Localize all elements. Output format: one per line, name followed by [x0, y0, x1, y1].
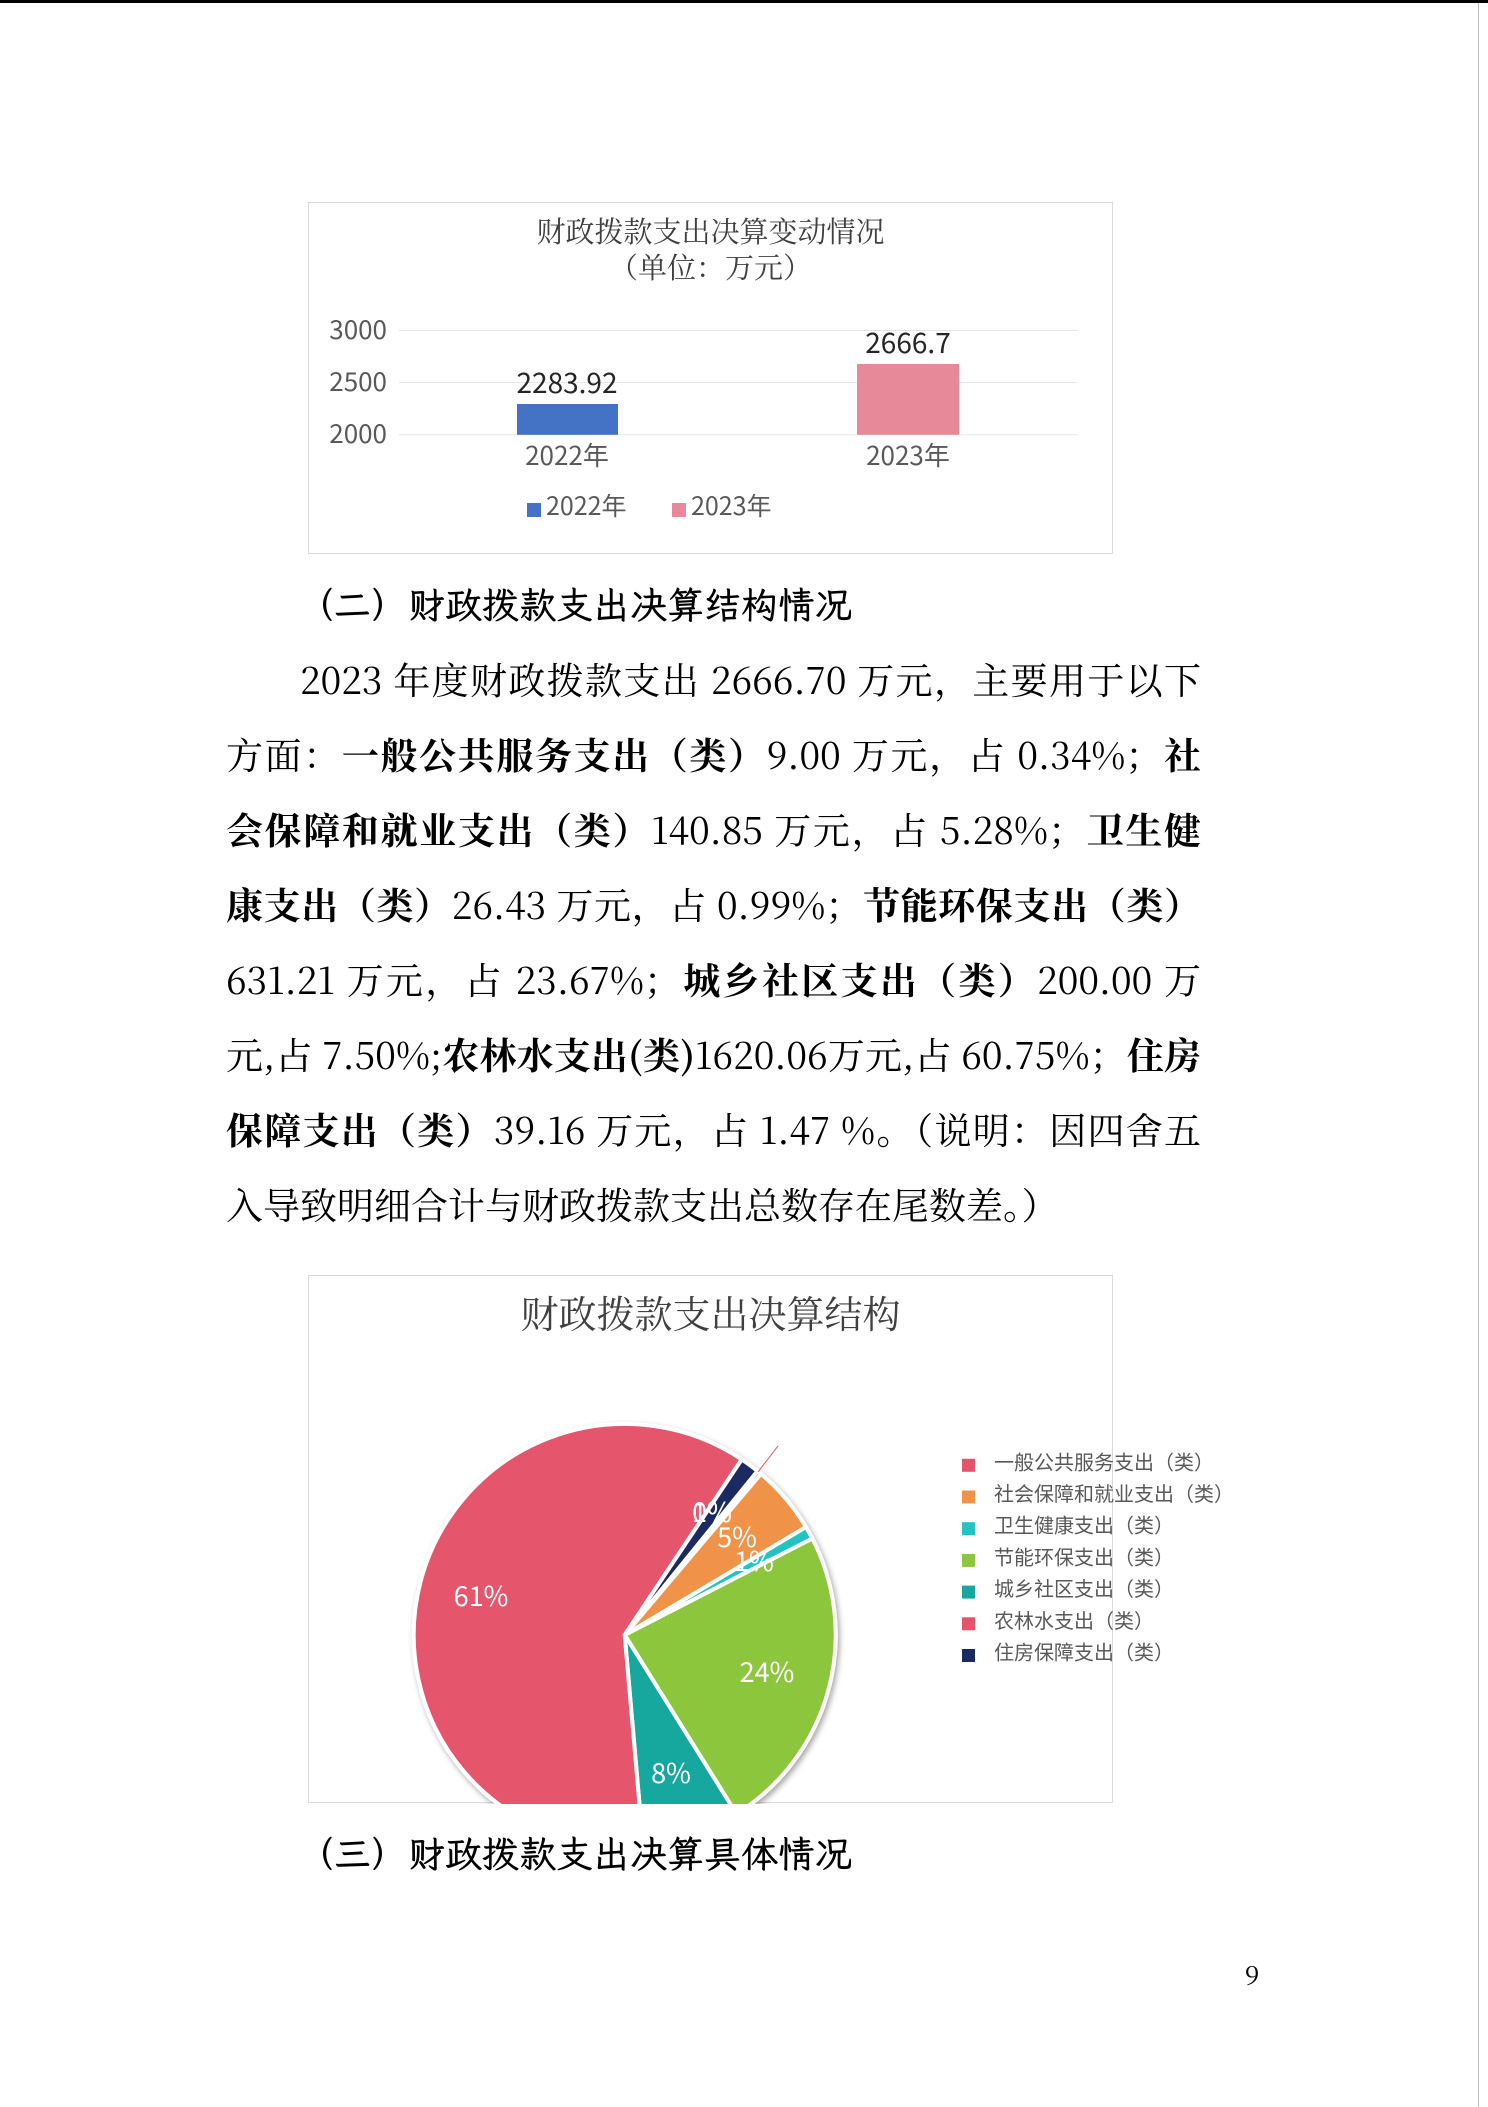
- svg-text:3000: 3000: [329, 310, 387, 347]
- svg-text:24%: 24%: [740, 1651, 795, 1690]
- svg-text:2500: 2500: [329, 362, 387, 399]
- svg-text:社会保障和就业支出（类）: 社会保障和就业支出（类）: [994, 1478, 1234, 1507]
- svg-text:2023年: 2023年: [691, 487, 772, 523]
- svg-text:城乡社区支出（类）: 城乡社区支出（类）: [994, 1573, 1174, 1602]
- svg-text:卫生健康支出（类）: 卫生健康支出（类）: [994, 1510, 1174, 1539]
- svg-text:住房保障支出（类）: 住房保障支出（类）: [994, 1637, 1174, 1666]
- svg-text:2022年: 2022年: [525, 436, 609, 473]
- svg-text:2023年: 2023年: [866, 436, 950, 473]
- svg-text:2283.92: 2283.92: [516, 362, 617, 402]
- svg-text:节能环保支出（类）: 节能环保支出（类）: [994, 1541, 1174, 1570]
- svg-text:61%: 61%: [454, 1575, 509, 1614]
- svg-text:2000: 2000: [329, 414, 387, 451]
- svg-text:1%: 1%: [692, 1491, 732, 1530]
- svg-text:2022年: 2022年: [546, 487, 627, 523]
- svg-text:农林水支出（类）: 农林水支出（类）: [994, 1605, 1154, 1634]
- svg-text:一般公共服务支出（类）: 一般公共服务支出（类）: [994, 1446, 1214, 1475]
- svg-text:2666.7: 2666.7: [865, 322, 950, 362]
- svg-text:8%: 8%: [651, 1752, 691, 1791]
